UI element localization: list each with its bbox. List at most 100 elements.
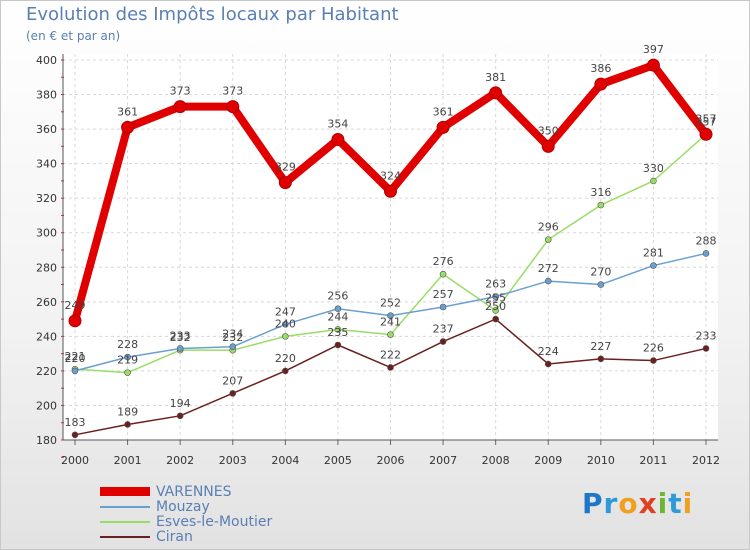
point-esves-le-moutier <box>282 333 289 340</box>
point-varennes <box>594 77 608 91</box>
x-tick-label: 2010 <box>587 454 615 467</box>
data-label-ciran: 250 <box>485 300 506 313</box>
data-label-mouzay: 270 <box>590 266 611 279</box>
data-label-ciran: 207 <box>222 374 243 387</box>
point-ciran <box>229 390 237 397</box>
data-label-varennes: 397 <box>643 43 664 56</box>
data-label-mouzay: 220 <box>65 352 86 365</box>
legend-item-ciran: Ciran <box>100 529 400 545</box>
logo-letter: o <box>618 487 639 520</box>
y-tick-label: 220 <box>36 365 57 378</box>
data-label-ciran: 220 <box>275 352 296 365</box>
point-ciran <box>650 357 657 364</box>
data-label-mouzay: 252 <box>380 297 401 310</box>
legend-item-mouzay: Mouzay <box>100 499 400 515</box>
legend-label-varennes: VARENNES <box>156 484 232 500</box>
point-varennes <box>489 86 503 100</box>
chart-subtitle: (en € et par an) <box>26 29 121 43</box>
data-label-mouzay: 281 <box>643 247 664 260</box>
y-tick-label: 200 <box>36 399 57 412</box>
legend-swatch-esves <box>100 521 150 523</box>
data-label-esves-le-moutier: 232 <box>170 331 191 344</box>
data-label-mouzay: 247 <box>275 305 296 318</box>
legend-item-esves: Esves-le-Moutier <box>100 514 400 530</box>
point-mouzay <box>124 353 131 361</box>
point-varennes <box>278 176 292 190</box>
x-tick-label: 2003 <box>219 454 247 467</box>
point-mouzay <box>334 305 342 313</box>
x-tick-label: 2000 <box>61 454 89 467</box>
data-label-ciran: 224 <box>538 345 559 358</box>
data-label-varennes: 329 <box>275 161 296 174</box>
data-label-mouzay: 233 <box>170 329 191 342</box>
data-label-ciran: 235 <box>327 326 348 339</box>
x-tick-label: 2011 <box>639 454 667 467</box>
point-esves-le-moutier <box>334 326 342 333</box>
y-tick-label: 280 <box>36 261 57 274</box>
point-ciran <box>282 367 289 375</box>
logo-letter: r <box>603 487 619 520</box>
point-ciran <box>334 341 342 349</box>
data-label-mouzay: 228 <box>117 338 138 351</box>
x-tick-label: 2004 <box>271 454 299 467</box>
data-label-esves-le-moutier: 240 <box>275 317 296 330</box>
point-esves-le-moutier <box>439 270 447 278</box>
data-label-mouzay: 256 <box>327 290 348 303</box>
data-label-esves-le-moutier: 241 <box>380 316 401 329</box>
point-varennes <box>436 120 450 134</box>
legend-item-varennes: VARENNES <box>100 484 400 500</box>
data-label-esves-le-moutier: 232 <box>222 331 243 344</box>
data-label-esves-le-moutier: 296 <box>538 221 559 234</box>
x-tick-label: 2001 <box>114 454 142 467</box>
point-varennes <box>646 58 660 72</box>
point-mouzay <box>71 367 79 375</box>
data-label-esves-le-moutier: 219 <box>117 354 138 367</box>
point-ciran <box>71 431 79 439</box>
data-label-mouzay: 234 <box>222 328 243 341</box>
point-ciran <box>176 412 184 420</box>
legend-label-ciran: Ciran <box>156 529 193 545</box>
data-label-esves-le-moutier: 316 <box>590 186 611 199</box>
data-label-ciran: 194 <box>170 397 191 410</box>
y-tick-label: 360 <box>36 123 57 136</box>
data-label-varennes: 386 <box>590 62 611 75</box>
point-mouzay <box>702 250 710 257</box>
y-tick-label: 180 <box>36 434 57 447</box>
data-label-varennes: 373 <box>222 85 243 98</box>
point-varennes <box>331 132 345 146</box>
point-ciran <box>544 360 552 368</box>
data-label-varennes: 357 <box>696 112 717 125</box>
data-label-varennes: 361 <box>117 105 138 118</box>
data-label-ciran: 226 <box>643 342 664 355</box>
point-ciran <box>492 315 499 323</box>
data-label-esves-le-moutier: 255 <box>485 291 506 304</box>
data-label-esves-le-moutier: 221 <box>65 350 86 363</box>
point-mouzay <box>282 320 289 328</box>
y-tick-label: 400 <box>36 54 57 67</box>
y-tick-label: 260 <box>36 296 57 309</box>
x-tick-label: 2009 <box>534 454 562 467</box>
point-mouzay <box>229 343 237 351</box>
x-tick-label: 2007 <box>429 454 457 467</box>
data-label-varennes: 324 <box>380 169 401 182</box>
data-label-ciran: 233 <box>696 329 717 342</box>
point-varennes <box>68 314 82 328</box>
point-mouzay <box>597 281 605 288</box>
point-ciran <box>387 364 394 371</box>
data-label-mouzay: 257 <box>433 288 454 301</box>
data-label-ciran: 189 <box>117 405 138 418</box>
logo-letter: t <box>668 487 683 520</box>
data-label-varennes: 361 <box>433 105 454 118</box>
y-tick-label: 240 <box>36 330 57 343</box>
y-tick-label: 340 <box>36 158 57 171</box>
point-varennes <box>226 100 240 114</box>
y-tick-label: 300 <box>36 227 57 240</box>
data-label-ciran: 183 <box>65 416 86 429</box>
proxiti-logo: Proxiti <box>582 487 693 520</box>
logo-letter: x <box>638 487 658 520</box>
point-esves-le-moutier <box>387 331 394 338</box>
data-label-esves-le-moutier: 330 <box>643 162 664 175</box>
data-label-varennes: 249 <box>65 299 86 312</box>
point-mouzay <box>439 303 447 311</box>
point-mouzay <box>176 345 184 352</box>
